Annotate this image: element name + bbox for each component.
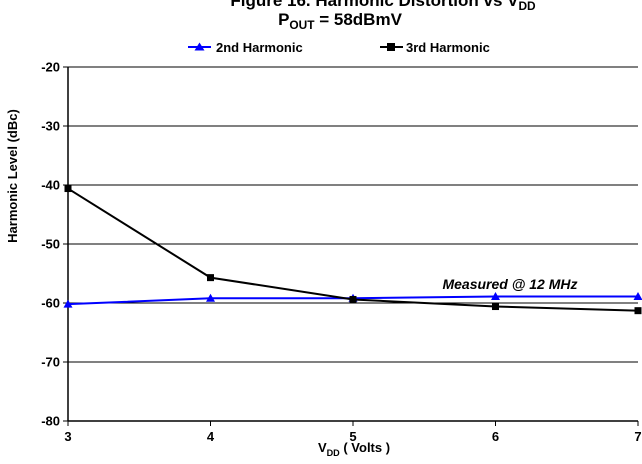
y-axis-label: Harmonic Level (dBc) [5, 109, 20, 243]
y-tick-label: -40 [41, 178, 60, 193]
data-point [206, 293, 215, 302]
legend-label-2nd-harmonic: 2nd Harmonic [216, 40, 303, 55]
data-point [64, 185, 72, 193]
chart-subtitle-main: P [278, 10, 289, 29]
series-line [67, 187, 639, 312]
x-label-subscript: DD [327, 448, 341, 458]
x-label-main: V [318, 440, 327, 455]
chart-title-main: Figure 16. Harmonic Distortion vs V [230, 0, 519, 10]
data-point [492, 303, 499, 311]
x-axis-label: VDD ( Volts ) [318, 440, 390, 458]
data-point [349, 295, 357, 303]
grid [67, 66, 638, 422]
chart-title: Figure 16. Harmonic Distortion vs VDD [230, 0, 536, 13]
y-tick-label: -30 [41, 119, 60, 134]
chart-title-subscript: DD [518, 0, 536, 13]
x-tick-label: 7 [634, 429, 641, 444]
chart-subtitle-subscript: OUT [289, 18, 315, 32]
y-axis-ticks: -20 -30 -40 -50 -60 -70 -80 [41, 60, 68, 429]
data-point [634, 307, 642, 315]
triangle-marker-icon [194, 42, 205, 51]
data-point [207, 274, 214, 282]
data-point [633, 292, 642, 301]
legend-label-3rd-harmonic: 3rd Harmonic [406, 40, 490, 55]
square-marker-icon [387, 43, 395, 51]
legend: 2nd Harmonic 3rd Harmonic [188, 40, 490, 55]
y-tick-label: -80 [41, 414, 60, 429]
y-tick-label: -70 [41, 355, 60, 370]
chart-subtitle-rest: = 58dBmV [315, 10, 403, 29]
x-tick-label: 6 [492, 429, 499, 444]
x-axis-ticks: 3 4 5 6 7 [64, 421, 642, 444]
series-layer [63, 185, 642, 315]
x-tick-label: 4 [207, 429, 215, 444]
series-3rd-harmonic [64, 185, 642, 315]
y-tick-label: -60 [41, 296, 60, 311]
data-point [491, 292, 500, 301]
measurement-annotation: Measured @ 12 MHz [442, 276, 577, 292]
x-label-rest: ( Volts ) [340, 440, 390, 455]
x-tick-label: 5 [349, 429, 356, 444]
data-point [63, 299, 73, 308]
chart-subtitle: POUT = 58dBmV [278, 10, 403, 32]
y-tick-label: -20 [41, 60, 60, 75]
y-tick-label: -50 [41, 237, 60, 252]
x-tick-label: 3 [64, 429, 71, 444]
